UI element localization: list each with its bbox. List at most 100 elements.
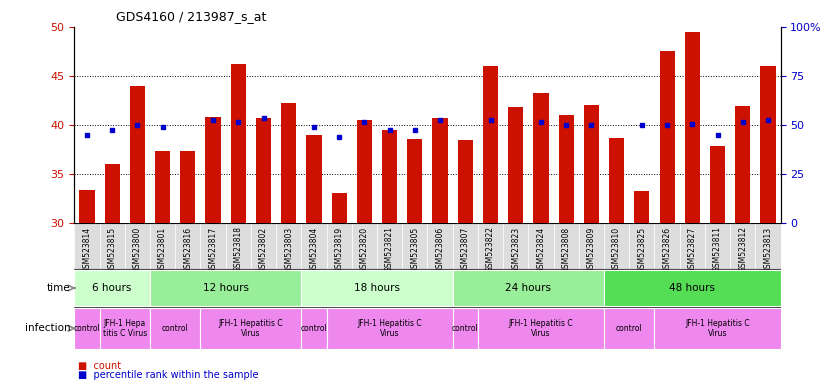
Text: GSM523819: GSM523819 xyxy=(335,227,344,273)
Bar xyxy=(74,308,100,349)
Bar xyxy=(230,64,246,223)
Text: control: control xyxy=(616,324,643,333)
Text: JFH-1 Hepatitis C
Virus: JFH-1 Hepatitis C Virus xyxy=(219,319,283,338)
Bar xyxy=(100,308,150,349)
Bar xyxy=(150,223,175,269)
Text: GSM523818: GSM523818 xyxy=(234,227,243,272)
Text: ■  percentile rank within the sample: ■ percentile rank within the sample xyxy=(78,370,259,380)
Text: GSM523821: GSM523821 xyxy=(385,227,394,272)
Text: GSM523813: GSM523813 xyxy=(763,227,772,273)
Text: GSM523803: GSM523803 xyxy=(284,227,293,273)
Bar xyxy=(276,223,301,269)
Text: 18 hours: 18 hours xyxy=(354,283,400,293)
Text: infection: infection xyxy=(25,323,70,333)
Bar xyxy=(558,115,574,223)
Bar xyxy=(326,223,352,269)
Text: GSM523809: GSM523809 xyxy=(587,227,596,273)
Bar xyxy=(331,193,347,223)
Text: GSM523811: GSM523811 xyxy=(713,227,722,272)
Text: GSM523823: GSM523823 xyxy=(511,227,520,273)
Bar xyxy=(201,223,225,269)
Bar xyxy=(710,146,725,223)
Bar xyxy=(306,134,321,223)
Bar xyxy=(755,223,781,269)
Bar xyxy=(579,223,604,269)
Text: JFH-1 Hepatitis C
Virus: JFH-1 Hepatitis C Virus xyxy=(358,319,422,338)
Bar xyxy=(634,191,649,223)
Text: GSM523804: GSM523804 xyxy=(310,227,319,273)
Bar xyxy=(508,107,524,223)
Bar xyxy=(155,151,170,223)
Bar xyxy=(74,223,100,269)
Bar xyxy=(529,223,553,269)
Bar xyxy=(130,86,145,223)
Bar xyxy=(730,223,755,269)
Bar xyxy=(680,223,705,269)
Bar xyxy=(79,190,94,223)
Bar xyxy=(453,308,478,349)
Text: GSM523826: GSM523826 xyxy=(662,227,672,273)
Bar xyxy=(654,308,781,349)
Bar xyxy=(175,223,201,269)
Bar xyxy=(761,66,776,223)
Bar xyxy=(503,223,529,269)
Text: control: control xyxy=(301,324,327,333)
Text: JFH-1 Hepatitis C
Virus: JFH-1 Hepatitis C Virus xyxy=(686,319,750,338)
Text: GSM523816: GSM523816 xyxy=(183,227,192,273)
Bar xyxy=(685,32,700,223)
Text: GSM523801: GSM523801 xyxy=(158,227,167,273)
Text: GSM523822: GSM523822 xyxy=(486,227,495,272)
Bar xyxy=(553,223,579,269)
Text: GSM523814: GSM523814 xyxy=(83,227,92,273)
Bar xyxy=(150,270,301,306)
Bar xyxy=(433,118,448,223)
Bar xyxy=(604,308,654,349)
Bar xyxy=(377,223,402,269)
Text: GSM523800: GSM523800 xyxy=(133,227,142,273)
Bar xyxy=(534,93,548,223)
Text: GDS4160 / 213987_s_at: GDS4160 / 213987_s_at xyxy=(116,10,266,23)
Bar xyxy=(105,164,120,223)
Bar xyxy=(604,223,629,269)
Text: GSM523806: GSM523806 xyxy=(435,227,444,273)
Text: 6 hours: 6 hours xyxy=(93,283,132,293)
Bar xyxy=(659,51,675,223)
Text: 48 hours: 48 hours xyxy=(669,283,715,293)
Text: ■  count: ■ count xyxy=(78,361,121,371)
Bar xyxy=(735,106,750,223)
Text: GSM523817: GSM523817 xyxy=(208,227,217,273)
Bar xyxy=(357,120,372,223)
Bar xyxy=(478,223,503,269)
Text: 12 hours: 12 hours xyxy=(202,283,249,293)
Bar xyxy=(629,223,654,269)
Bar xyxy=(453,223,478,269)
Bar xyxy=(251,223,276,269)
Bar xyxy=(256,118,271,223)
Text: GSM523824: GSM523824 xyxy=(536,227,545,273)
Text: GSM523802: GSM523802 xyxy=(259,227,268,273)
Text: GSM523827: GSM523827 xyxy=(688,227,697,273)
Bar xyxy=(281,103,297,223)
Bar xyxy=(352,223,377,269)
Text: GSM523825: GSM523825 xyxy=(638,227,647,273)
Text: GSM523805: GSM523805 xyxy=(411,227,420,273)
Bar xyxy=(206,117,221,223)
Bar xyxy=(458,141,472,223)
Bar xyxy=(453,270,604,306)
Text: GSM523815: GSM523815 xyxy=(107,227,116,273)
Bar xyxy=(654,223,680,269)
Bar xyxy=(100,223,125,269)
Bar xyxy=(180,151,196,223)
Bar xyxy=(74,270,150,306)
Bar xyxy=(407,139,422,223)
Bar xyxy=(125,223,150,269)
Bar xyxy=(301,223,326,269)
Bar xyxy=(326,308,453,349)
Bar xyxy=(402,223,428,269)
Text: time: time xyxy=(46,283,70,293)
Text: GSM523812: GSM523812 xyxy=(738,227,748,272)
Text: control: control xyxy=(74,324,100,333)
Bar xyxy=(609,137,624,223)
Bar xyxy=(584,105,599,223)
Bar xyxy=(604,270,781,306)
